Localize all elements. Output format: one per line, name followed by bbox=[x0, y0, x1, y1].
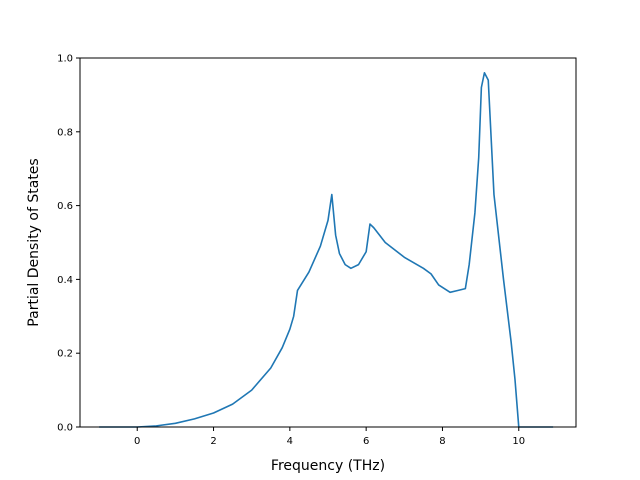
x-tick-label: 8 bbox=[439, 436, 445, 447]
x-axis-label: Frequency (THz) bbox=[271, 458, 385, 474]
axes-frame bbox=[79, 57, 577, 428]
x-tick-label: 0 bbox=[134, 436, 140, 447]
pdos-line bbox=[99, 71, 554, 428]
x-axis-ticks: 0 2 4 6 8 10 bbox=[134, 427, 525, 447]
plot-area bbox=[99, 71, 554, 428]
y-tick-label: 0.0 bbox=[57, 423, 73, 434]
y-tick-label: 0.4 bbox=[57, 275, 73, 286]
y-tick-label: 0.8 bbox=[57, 127, 73, 138]
y-tick-label: 0.6 bbox=[57, 201, 73, 212]
x-tick-label: 2 bbox=[210, 436, 216, 447]
y-tick-label: 1.0 bbox=[57, 54, 73, 65]
x-tick-label: 6 bbox=[363, 436, 369, 447]
y-tick-label: 0.2 bbox=[57, 349, 73, 360]
x-tick-label: 4 bbox=[287, 436, 293, 447]
y-axis-ticks: 0.0 0.2 0.4 0.6 0.8 1.0 bbox=[57, 54, 80, 434]
y-axis-label: Partial Density of States bbox=[26, 158, 42, 326]
x-tick-label: 10 bbox=[512, 436, 525, 447]
